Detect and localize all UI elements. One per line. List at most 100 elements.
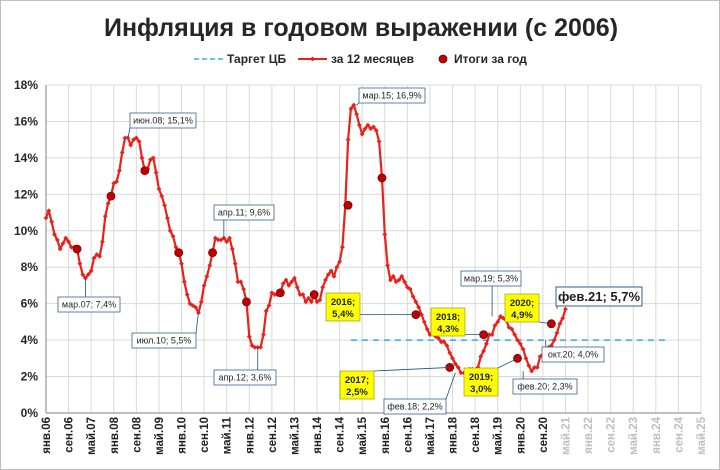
- annotation-yellow-box: [463, 367, 499, 397]
- x-tick-label: май.15: [357, 416, 369, 454]
- data-point: [557, 321, 563, 327]
- annotation-label: фев.20; 2,3%: [517, 382, 572, 392]
- chart-title: Инфляция в годовом выражении (с 2006): [104, 14, 618, 42]
- data-point: [128, 142, 134, 148]
- annotation: 2016;5,4%: [325, 292, 416, 322]
- data-point: [198, 299, 204, 305]
- x-tick-label: янв.20: [515, 417, 527, 454]
- annotation-box: [358, 87, 426, 104]
- data-point: [167, 228, 173, 234]
- annotation-yellow-box: [325, 292, 361, 322]
- y-tick-label: 18%: [14, 78, 38, 92]
- annotation-label: фев.21; 5,7%: [558, 289, 641, 304]
- annotation: июл.10; 5,5%: [131, 312, 199, 349]
- year-end-point: [242, 297, 251, 307]
- annotation-box: [213, 204, 275, 221]
- data-point: [385, 263, 391, 268]
- x-tick-label: май.09: [154, 417, 166, 455]
- data-point: [43, 215, 49, 221]
- data-point: [447, 350, 453, 356]
- x-tick-label: сен.16: [402, 417, 414, 453]
- data-point: [94, 252, 100, 257]
- data-point: [229, 246, 235, 252]
- annotation: 2017;2,5%: [339, 367, 450, 400]
- year-end-point: [106, 191, 116, 201]
- annotation-year: 2018;: [436, 312, 460, 323]
- data-point: [306, 295, 311, 301]
- inflation-line: [44, 103, 567, 374]
- x-tick-label: май.13: [289, 417, 301, 455]
- annotation: 2019;3,0%: [463, 357, 518, 397]
- data-point: [52, 232, 57, 237]
- data-point: [179, 261, 184, 266]
- data-point: [509, 326, 515, 332]
- data-point: [97, 253, 103, 259]
- data-point: [413, 299, 419, 305]
- year-end-point: [343, 200, 353, 210]
- data-point: [365, 122, 371, 128]
- x-tick-label: сен.18: [470, 416, 482, 452]
- x-tick-label: янв.16: [380, 417, 392, 454]
- annotation: апр.12; 3,6%: [213, 347, 277, 386]
- data-point: [410, 293, 416, 299]
- data-point: [444, 343, 450, 348]
- annotation-box: [131, 332, 197, 349]
- data-point: [433, 334, 439, 339]
- data-point: [272, 292, 278, 297]
- annotation-box: [555, 286, 643, 307]
- annotation-box: [129, 112, 197, 129]
- data-point: [156, 186, 162, 192]
- data-point: [396, 277, 402, 283]
- annotation-box: [383, 398, 447, 415]
- annotation: фев.18; 2,2%: [383, 372, 456, 415]
- annotation-value: 4,9%: [511, 310, 533, 321]
- year-end-point: [309, 290, 319, 299]
- y-axis: 0% 2% 4% 6% 8% 10% 12% 14% 16% 18%: [14, 78, 47, 420]
- annotation-leader: [373, 367, 450, 372]
- data-point: [450, 355, 455, 361]
- annotations: мар.07; 7,4% июн.08; 15,1% июл.10; 5,5% апр…: [57, 87, 643, 415]
- data-point: [139, 155, 145, 161]
- annotation-yellow-box: [339, 370, 375, 400]
- data-point: [266, 303, 272, 308]
- annotation-box: [460, 270, 522, 287]
- y-tick-label: 12%: [14, 187, 38, 201]
- data-point: [196, 310, 201, 316]
- x-tick-label: сен.20: [538, 417, 550, 453]
- x-tick-label: май.07: [86, 417, 98, 455]
- data-point: [105, 201, 111, 206]
- x-tick-label: янв.18: [448, 416, 460, 453]
- data-point: [294, 284, 300, 290]
- data-point: [554, 330, 560, 336]
- data-point: [286, 283, 292, 288]
- data-point: [495, 319, 501, 325]
- data-point: [436, 335, 441, 341]
- annotation-label: апр.12; 3,6%: [219, 373, 272, 383]
- annotation-yellow-box: [504, 293, 540, 323]
- x-tick-label: сен.14: [335, 416, 347, 452]
- y-tick-label: 6%: [21, 297, 39, 311]
- data-point: [334, 264, 340, 270]
- legend-monthly-marker: [310, 56, 315, 62]
- x-tick-label: сен.06: [64, 417, 76, 453]
- data-point: [57, 246, 63, 252]
- data-point: [345, 137, 351, 143]
- data-point: [190, 303, 196, 308]
- x-tick-label: янв.06: [41, 417, 53, 454]
- annotation: 2020;4,9%: [504, 293, 552, 325]
- data-point: [492, 323, 498, 328]
- x-axis: янв.06 сен.06 май.07 янв.08 сен.08 май.09 янв.…: [41, 412, 708, 455]
- annotation-value: 3,0%: [470, 384, 492, 395]
- data-point: [201, 283, 207, 288]
- data-point: [46, 208, 52, 214]
- data-point: [354, 111, 359, 117]
- data-point: [260, 332, 266, 338]
- data-point: [478, 354, 484, 359]
- data-point: [289, 279, 295, 285]
- data-point: [382, 232, 388, 237]
- annotation-leader: [127, 127, 131, 138]
- data-point: [119, 150, 125, 155]
- x-tick-label: янв.22: [583, 417, 595, 454]
- x-tick-label: сен.08: [131, 416, 143, 452]
